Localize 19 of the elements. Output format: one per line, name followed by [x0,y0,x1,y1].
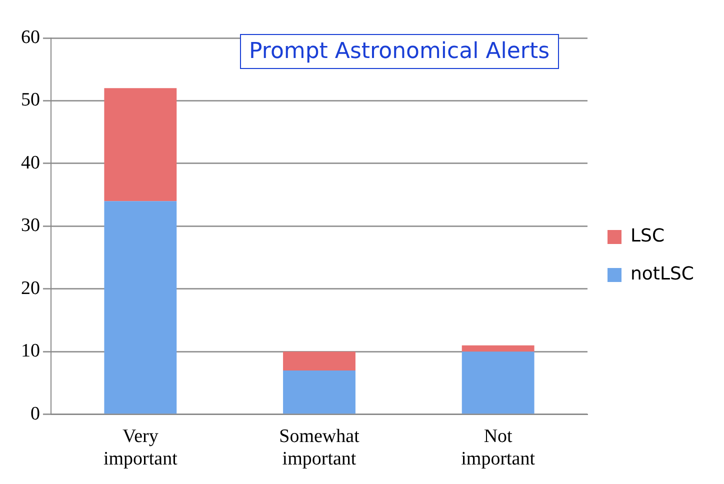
bar [462,352,534,414]
legend-label: notLSC [630,264,694,285]
y-tick-label: 40 [21,152,40,174]
y-tick-label: 30 [21,215,40,236]
y-tick-label: 0 [30,403,40,424]
x-tick-label: Very important [103,426,178,470]
y-tick-label: 50 [21,90,40,111]
x-tick-label: Not important [461,426,536,470]
y-tick-label: 10 [21,340,40,362]
y-tick-label: 60 [21,26,40,48]
bar [283,370,356,414]
bar [104,201,177,414]
bar [283,352,356,370]
bar [104,88,177,202]
legend-label: LSC [630,226,665,247]
chart-title: Prompt Astronomical Alerts [240,34,559,69]
y-tick-label: 20 [21,278,40,299]
bar [462,345,534,352]
x-tick-label: Somewhat important [279,426,360,470]
